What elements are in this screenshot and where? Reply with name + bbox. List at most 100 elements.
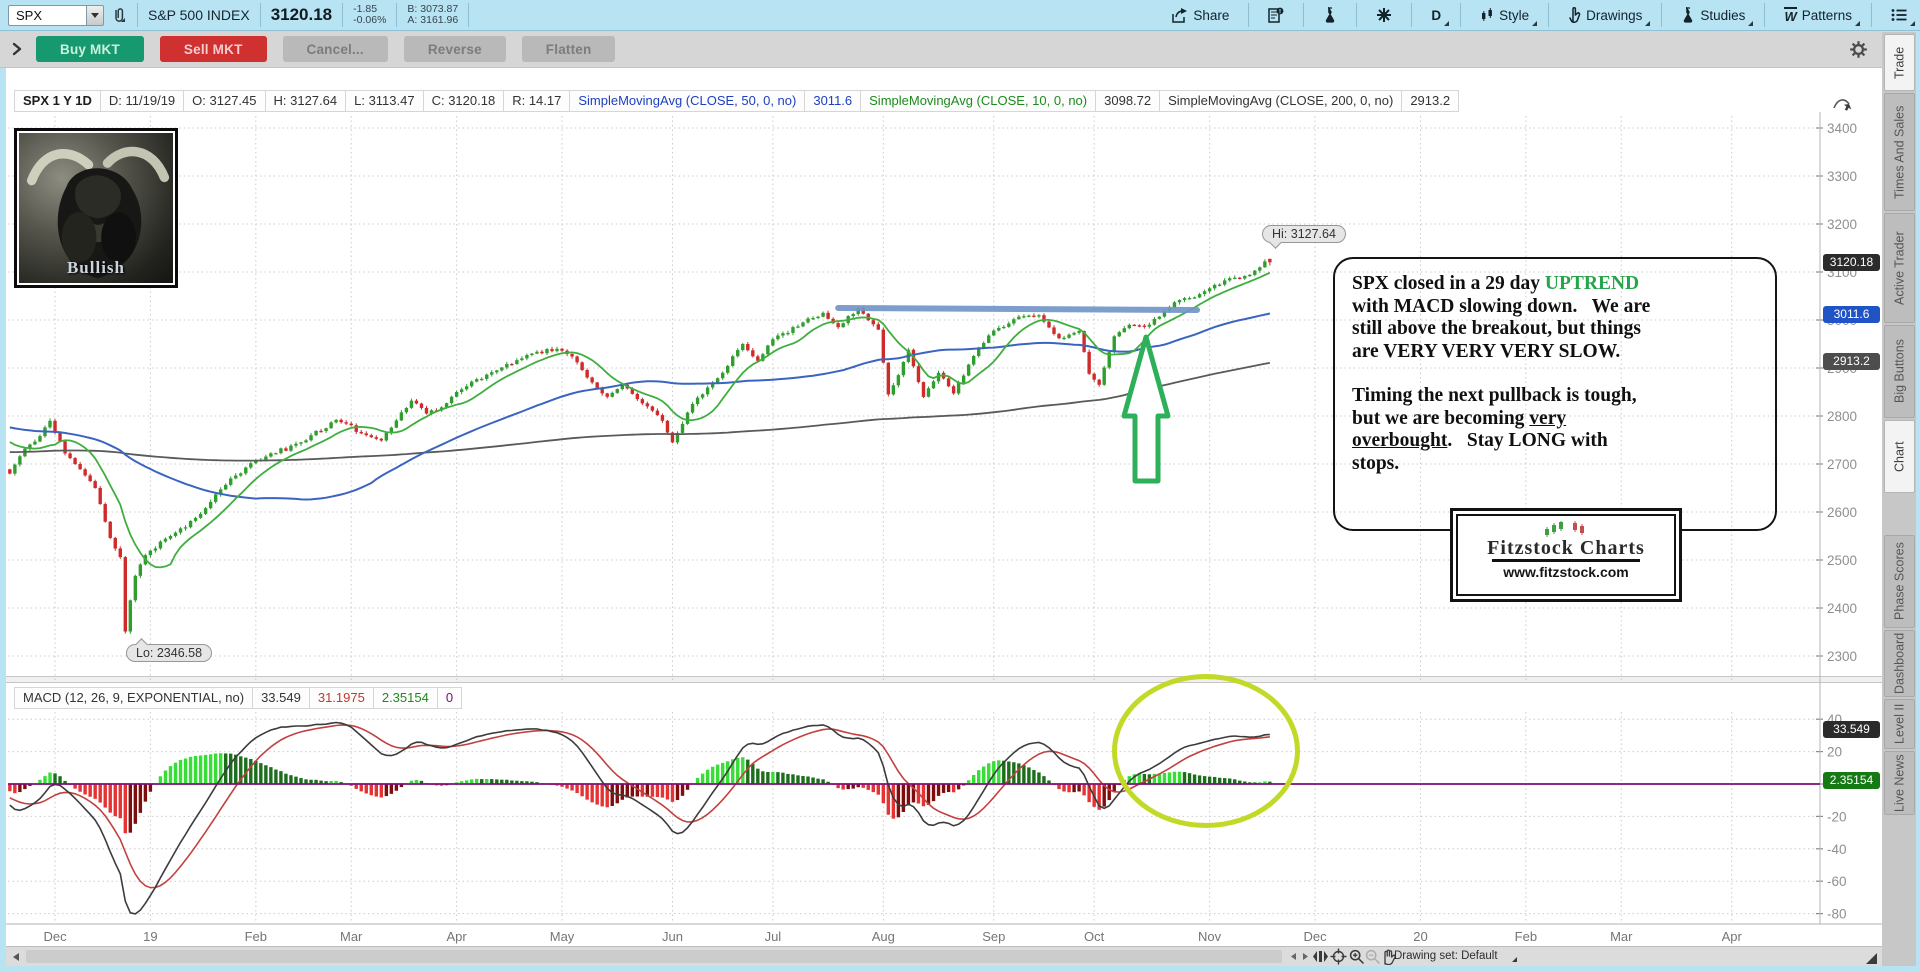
horizontal-scrollbar[interactable]: [26, 950, 1282, 963]
header-cell[interactable]: 2.35154: [373, 687, 438, 709]
sidebar-tab-trade[interactable]: Trade: [1883, 34, 1915, 91]
header-cell[interactable]: 3011.6: [805, 90, 862, 112]
sidebar-tab-dashboard[interactable]: Dashboard: [1883, 630, 1915, 697]
note-line: still above the breakout, but things: [1352, 318, 1641, 339]
menu-drawings-button[interactable]: Drawings: [1559, 2, 1651, 28]
toolbar-divider: [1661, 3, 1663, 27]
dropdown-corner-arrow: [1910, 21, 1915, 26]
symbol-input[interactable]: SPX: [8, 4, 86, 26]
header-cell[interactable]: SimpleMovingAvg (CLOSE, 50, 0, no): [570, 90, 806, 112]
header-cell[interactable]: SimpleMovingAvg (CLOSE, 10, 0, no): [861, 90, 1097, 112]
symbol-text: SPX: [16, 7, 43, 23]
link-paperclip-button[interactable]: [112, 7, 127, 24]
pan-left-button[interactable]: [1286, 949, 1301, 964]
chevron-right-icon: [12, 42, 22, 56]
header-cell[interactable]: D: 11/19/19: [100, 90, 185, 112]
note-line: overbought. Stay LONG with: [1352, 430, 1608, 451]
header-cell[interactable]: 3098.72: [1096, 90, 1161, 112]
header-cell[interactable]: 31.1975: [309, 687, 374, 709]
auto-scale-button[interactable]: [1312, 948, 1329, 965]
drawing-set-dropdown-arrow[interactable]: [1512, 957, 1517, 962]
menu-timeframe-button[interactable]: D: [1422, 2, 1450, 28]
hand-pan-tool-button[interactable]: [1380, 948, 1397, 965]
high-marker-tooltip: Hi: 3127.64: [1262, 225, 1346, 249]
expand-chevron-button[interactable]: [12, 42, 22, 56]
share-icon: [1172, 7, 1188, 23]
header-cell[interactable]: MACD (12, 26, 9, EXPONENTIAL, no): [14, 687, 254, 709]
header-cell[interactable]: C: 3120.18: [423, 90, 505, 112]
arrow-left-icon: [12, 952, 19, 961]
pan-right-button[interactable]: [1298, 949, 1313, 964]
menu-patterns-button[interactable]: W Patterns: [1775, 2, 1861, 28]
order-settings-button[interactable]: [1849, 40, 1868, 64]
menu-analyze-button[interactable]: [1314, 2, 1346, 28]
low-marker-text: Lo: 2346.58: [136, 646, 203, 660]
sidebar-tab-chart[interactable]: Chart: [1883, 420, 1915, 493]
header-cell[interactable]: H: 3127.64: [265, 90, 347, 112]
menu-style-button[interactable]: Style: [1471, 2, 1538, 28]
zoom-in-button[interactable]: [1348, 948, 1365, 965]
panel-divider[interactable]: [6, 676, 1882, 683]
toolbar-divider: [259, 3, 261, 27]
toolbar-divider: [468, 3, 470, 27]
logo-url: www.fitzstock.com: [1503, 564, 1629, 580]
toolbar-divider: [1356, 3, 1358, 27]
menu-settings-button[interactable]: [1367, 2, 1401, 28]
menu-label: D: [1431, 7, 1442, 23]
sell-mkt-button[interactable]: Sell MKT: [159, 36, 267, 62]
buy-mkt-button[interactable]: Buy MKT: [36, 36, 144, 62]
header-cell[interactable]: 2913.2: [1402, 90, 1460, 112]
resize-grip[interactable]: [1866, 953, 1877, 964]
menu-share-button[interactable]: Share: [1163, 2, 1238, 28]
menu-more-button[interactable]: [1882, 2, 1916, 28]
flatten-button[interactable]: Flatten: [521, 36, 616, 62]
order-entry-bar: Buy MKT Sell MKT Cancel... Reverse Flatten: [0, 31, 1882, 68]
scroll-to-latest-button[interactable]: [1832, 96, 1858, 121]
low-marker-tooltip: Lo: 2346.58: [126, 638, 213, 662]
note-blank-line: [1352, 363, 1759, 385]
reverse-button[interactable]: Reverse: [403, 36, 506, 62]
zoom-in-icon: [1349, 949, 1364, 964]
header-cell[interactable]: 0: [437, 687, 463, 709]
symbol-dropdown-button[interactable]: [86, 4, 104, 26]
header-cell[interactable]: L: 3113.47: [346, 90, 424, 112]
menu-news-button[interactable]: [1259, 2, 1293, 28]
toolbar-divider: [137, 3, 138, 27]
chevron-down-icon: [91, 12, 99, 18]
header-cell[interactable]: SimpleMovingAvg (CLOSE, 200, 0, no): [1160, 90, 1403, 112]
sidebar-tab-active-trader[interactable]: Active Trader: [1883, 213, 1915, 323]
note-line: stops.: [1352, 452, 1400, 474]
bull-icon: [26, 146, 170, 279]
header-cell[interactable]: R: 14.17: [504, 90, 571, 112]
sidebar-tab-big-buttons[interactable]: Big Buttons: [1883, 325, 1915, 418]
dropdown-corner-arrow: [1444, 21, 1450, 26]
menu-studies-button[interactable]: Studies: [1672, 2, 1754, 28]
dropdown-corner-arrow: [1532, 21, 1538, 26]
symbol-description: S&P 500 INDEX: [148, 7, 250, 23]
cancel--button[interactable]: Cancel...: [282, 36, 388, 62]
pattern-icon: W: [1784, 7, 1797, 24]
crosshair-tool-button[interactable]: [1330, 948, 1347, 965]
sidebar-tab-phase-scores[interactable]: Phase Scores: [1883, 535, 1915, 628]
sidebar-tab-live-news[interactable]: Live News: [1883, 751, 1915, 815]
toolbar-divider: [1764, 3, 1766, 27]
hand-icon: [1568, 7, 1581, 23]
drawing-set-label[interactable]: Drawing set: Default: [1394, 950, 1498, 962]
logo-underline: [1492, 559, 1640, 562]
toolbar-divider: [396, 3, 398, 27]
header-cell[interactable]: O: 3127.45: [184, 90, 266, 112]
header-cell[interactable]: SPX 1 Y 1D: [14, 90, 101, 112]
symbol-combo[interactable]: SPX: [8, 4, 104, 26]
list-icon: [1891, 8, 1907, 22]
menu-label: Drawings: [1586, 7, 1643, 23]
sidebar-tab-times-and-sales[interactable]: Times And Sales: [1883, 93, 1915, 211]
zoom-out-button[interactable]: [1364, 948, 1381, 965]
header-cell[interactable]: 33.549: [253, 687, 310, 709]
logo-title: Fitzstock Charts: [1487, 537, 1645, 559]
bull-photo: Bullish: [19, 133, 173, 283]
flask-icon: [1323, 7, 1337, 23]
uptrend-text: UPTREND: [1544, 273, 1640, 294]
scroll-left-button[interactable]: [8, 949, 23, 964]
sidebar-tab-level-ii[interactable]: Level II: [1883, 699, 1915, 749]
